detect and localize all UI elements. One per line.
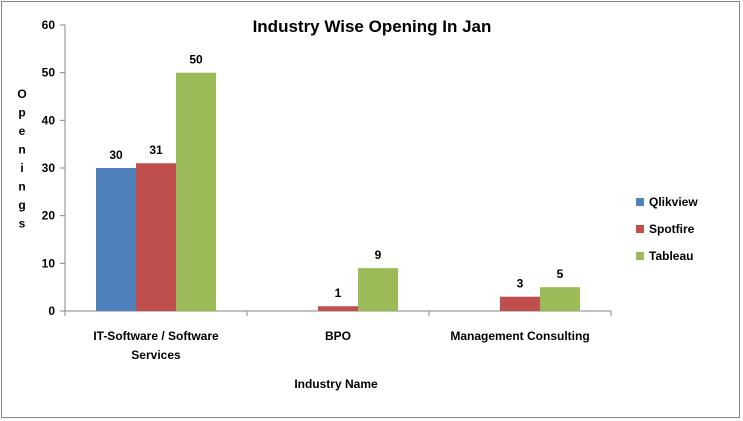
bar-spotfire — [136, 163, 176, 311]
bar-spotfire — [318, 306, 358, 311]
data-label: 30 — [109, 148, 123, 162]
bar-tableau — [358, 268, 398, 311]
legend-label: Tableau — [649, 249, 693, 263]
x-category-label: BPO — [325, 329, 351, 343]
y-tick-label: 40 — [42, 113, 56, 127]
y-tick-label: 0 — [48, 304, 55, 318]
data-label: 3 — [517, 277, 524, 291]
y-tick-label: 30 — [42, 161, 56, 175]
legend: Qlikview Spotfire Tableau — [636, 195, 698, 263]
y-axis-title-letter: p — [18, 106, 25, 120]
y-axis-title-letter: g — [18, 198, 25, 212]
bar-tableau — [176, 72, 216, 312]
x-category-label: Services — [131, 348, 181, 362]
y-axis-title-letter: s — [19, 217, 26, 231]
bar-spotfire — [500, 296, 540, 311]
y-axis-title-letter: n — [18, 180, 25, 194]
bar-tableau — [540, 287, 580, 311]
data-label: 5 — [557, 267, 564, 281]
bars — [96, 72, 580, 312]
data-labels: 30 31 50 1 9 3 5 — [109, 53, 563, 301]
legend-label: Qlikview — [649, 195, 698, 209]
y-tick-label: 10 — [42, 256, 56, 270]
x-ticks — [64, 311, 612, 316]
x-category-label: Management Consulting — [450, 329, 589, 343]
y-axis-title-letter: i — [20, 161, 23, 175]
chart-title: Industry Wise Opening In Jan — [253, 17, 492, 36]
y-tick-label: 20 — [42, 209, 56, 223]
y-tick-label: 50 — [42, 66, 56, 80]
data-label: 31 — [149, 143, 163, 157]
y-axis-title-letter: e — [19, 124, 26, 138]
legend-swatch — [636, 225, 644, 233]
legend-swatch — [636, 252, 644, 260]
legend-label: Spotfire — [649, 222, 695, 236]
y-tick-label: 60 — [42, 18, 56, 32]
x-axis-title: Industry Name — [294, 377, 378, 391]
bar-qlikview — [96, 168, 136, 311]
data-label: 1 — [335, 286, 342, 300]
y-axis-title-letter: n — [18, 143, 25, 157]
legend-swatch — [636, 198, 644, 206]
x-category-label: IT-Software / Software — [93, 329, 219, 343]
y-axis-title-letter: O — [17, 87, 26, 101]
data-label: 50 — [189, 53, 203, 67]
x-category-labels: IT-Software / Software Services BPO Managem… — [93, 329, 589, 362]
y-ticks: 0 10 20 30 40 50 60 — [42, 18, 65, 318]
data-label: 9 — [375, 248, 382, 262]
